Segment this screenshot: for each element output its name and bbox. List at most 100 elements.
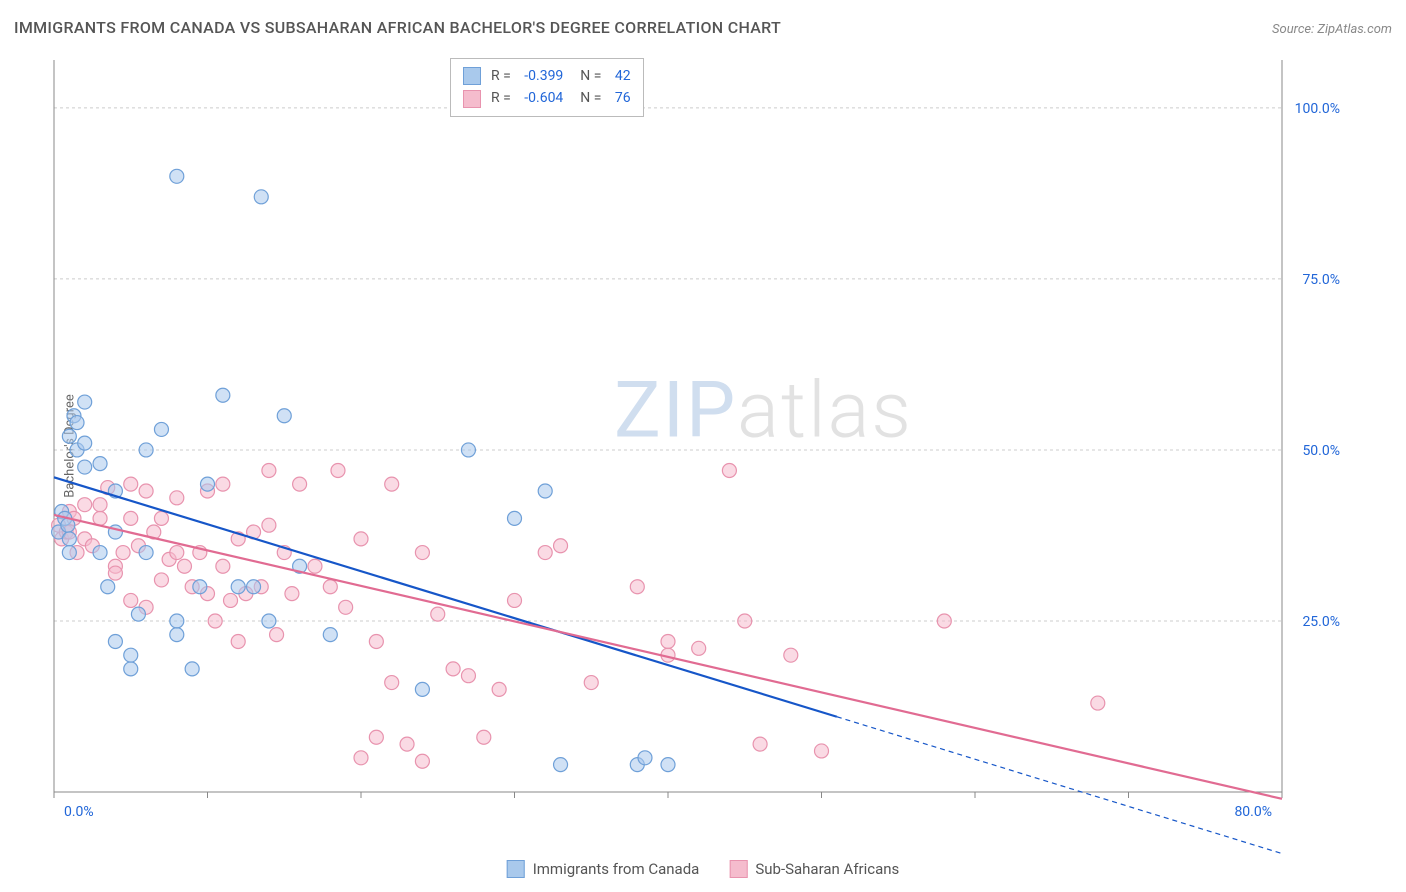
data-point <box>584 676 598 690</box>
y-tick-label: 100.0% <box>1295 101 1340 117</box>
stat-n-value: 42 <box>615 65 631 87</box>
data-point <box>492 682 506 696</box>
correlation-legend: R = -0.399 N = 42R = -0.604 N = 76 <box>450 58 644 117</box>
data-point <box>170 628 184 642</box>
data-point <box>538 546 552 560</box>
data-point <box>661 758 675 772</box>
stat-r-label: R = <box>491 87 514 109</box>
data-point <box>170 491 184 505</box>
data-point <box>270 628 284 642</box>
data-point <box>285 587 299 601</box>
data-point <box>139 443 153 457</box>
y-tick-label: 25.0% <box>1302 614 1340 630</box>
stat-r-label: R = <box>491 65 514 87</box>
data-point <box>124 648 138 662</box>
data-point <box>231 580 245 594</box>
data-point <box>753 737 767 751</box>
data-point <box>323 580 337 594</box>
data-point <box>93 498 107 512</box>
data-point <box>446 662 460 676</box>
data-point <box>193 580 207 594</box>
data-point <box>354 751 368 765</box>
data-point <box>738 614 752 628</box>
y-tick-label: 50.0% <box>1302 443 1340 459</box>
stat-n-value: 76 <box>615 87 631 109</box>
data-point <box>262 614 276 628</box>
data-point <box>293 477 307 491</box>
scatter-plot: 25.0%50.0%75.0%100.0%0.0%80.0% ZIPatlas <box>54 60 1344 822</box>
legend-swatch <box>463 90 481 108</box>
data-point <box>461 443 475 457</box>
data-point <box>431 607 445 621</box>
plot-svg: 25.0%50.0%75.0%100.0%0.0%80.0% <box>54 60 1344 822</box>
data-point <box>323 628 337 642</box>
data-point <box>78 460 92 474</box>
data-point <box>201 477 215 491</box>
data-point <box>630 580 644 594</box>
data-point <box>62 546 76 560</box>
trend-line <box>54 477 837 716</box>
data-point <box>661 634 675 648</box>
series-legend: Immigrants from CanadaSub-Saharan Africa… <box>507 860 900 878</box>
data-point <box>262 518 276 532</box>
title-bar: IMMIGRANTS FROM CANADA VS SUBSAHARAN AFR… <box>14 18 1392 37</box>
data-point <box>415 682 429 696</box>
data-point <box>154 573 168 587</box>
data-point <box>70 416 84 430</box>
data-point <box>508 511 522 525</box>
data-point <box>101 580 115 594</box>
data-point <box>124 593 138 607</box>
data-point <box>78 436 92 450</box>
data-point <box>1091 696 1105 710</box>
data-point <box>508 593 522 607</box>
stat-n-label: N = <box>573 87 605 109</box>
data-point <box>247 580 261 594</box>
data-point <box>62 532 76 546</box>
data-point <box>62 429 76 443</box>
data-point <box>108 634 122 648</box>
trend-line-extrapolated <box>837 717 1282 854</box>
legend-swatch <box>463 67 481 85</box>
data-point <box>108 566 122 580</box>
data-point <box>339 600 353 614</box>
trend-line <box>54 515 1282 799</box>
data-point <box>216 477 230 491</box>
x-tick-label: 0.0% <box>64 804 94 820</box>
data-point <box>400 737 414 751</box>
data-point <box>231 634 245 648</box>
data-point <box>78 498 92 512</box>
data-point <box>170 546 184 560</box>
data-point <box>208 614 222 628</box>
data-point <box>78 395 92 409</box>
data-point <box>131 607 145 621</box>
data-point <box>815 744 829 758</box>
data-point <box>93 546 107 560</box>
data-point <box>170 614 184 628</box>
data-point <box>177 559 191 573</box>
data-point <box>277 409 291 423</box>
chart-title: IMMIGRANTS FROM CANADA VS SUBSAHARAN AFR… <box>14 18 781 37</box>
data-point <box>692 641 706 655</box>
data-point <box>254 190 268 204</box>
legend-swatch <box>507 860 525 878</box>
data-point <box>93 457 107 471</box>
data-point <box>216 388 230 402</box>
y-tick-label: 75.0% <box>1302 272 1340 288</box>
data-point <box>124 511 138 525</box>
data-point <box>415 754 429 768</box>
data-point <box>139 484 153 498</box>
legend-swatch <box>729 860 747 878</box>
data-point <box>638 751 652 765</box>
data-point <box>369 634 383 648</box>
data-point <box>124 477 138 491</box>
stat-n-label: N = <box>573 65 605 87</box>
data-point <box>385 477 399 491</box>
series-legend-item: Immigrants from Canada <box>507 860 700 878</box>
data-point <box>124 662 138 676</box>
data-point <box>461 669 475 683</box>
data-point <box>937 614 951 628</box>
data-point <box>185 662 199 676</box>
data-point <box>369 730 383 744</box>
data-point <box>554 539 568 553</box>
data-point <box>554 758 568 772</box>
